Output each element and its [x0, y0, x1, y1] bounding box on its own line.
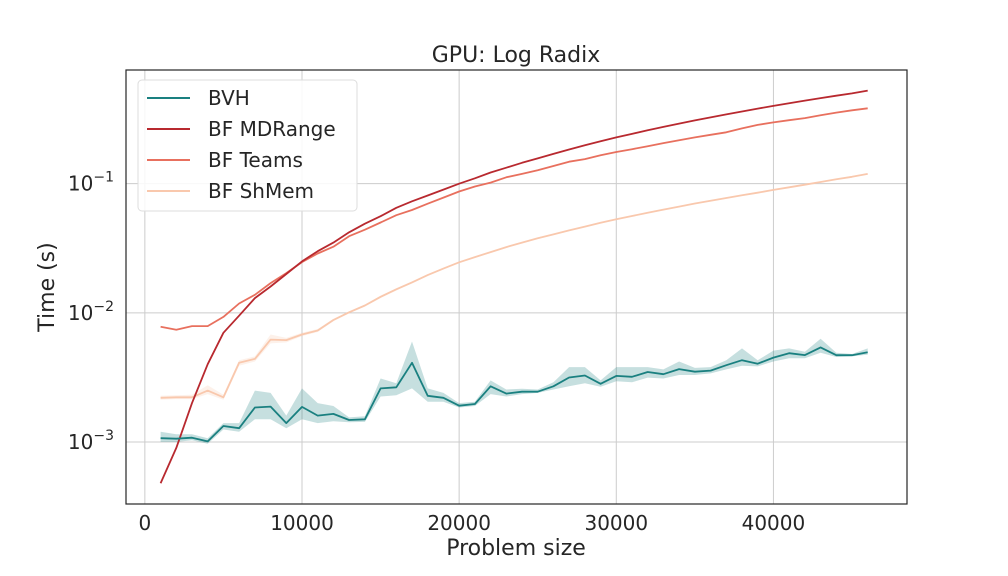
legend-label: BF MDRange: [208, 117, 336, 141]
x-axis-label: Problem size: [446, 536, 586, 561]
legend-label: BF Teams: [208, 148, 303, 172]
y-tick-label: 10−2: [68, 299, 114, 325]
legend-label: BF ShMem: [208, 179, 314, 203]
line-bvh: [160, 346, 868, 443]
x-axis-ticks: 0 10000 20000 30000 40000: [138, 511, 805, 535]
x-tick-label: 0: [138, 511, 151, 535]
chart-title: GPU: Log Radix: [432, 43, 601, 68]
legend: BVH BF MDRange BF Teams BF ShMem: [137, 79, 358, 212]
x-tick-label: 10000: [270, 511, 334, 535]
line-bf-mdrange: [159, 89, 868, 484]
legend-label: BVH: [208, 86, 250, 110]
y-tick-label: 10−3: [68, 428, 114, 454]
line-bf-shmem: [160, 173, 868, 399]
band-bvh: [160, 338, 868, 444]
x-tick-label: 40000: [742, 511, 806, 535]
series-lines: [159, 89, 868, 484]
x-tick-label: 20000: [427, 511, 491, 535]
legend-box: [137, 79, 358, 212]
confidence-bands: [160, 173, 868, 444]
plot-frame: [125, 69, 908, 505]
y-axis-ticks: 10−3 10−2 10−1: [68, 170, 114, 454]
y-tick-label: 10−1: [68, 170, 114, 196]
line-bf-teams: [160, 107, 868, 331]
y-axis-label: Time (s): [35, 242, 60, 332]
x-tick-label: 30000: [584, 511, 648, 535]
